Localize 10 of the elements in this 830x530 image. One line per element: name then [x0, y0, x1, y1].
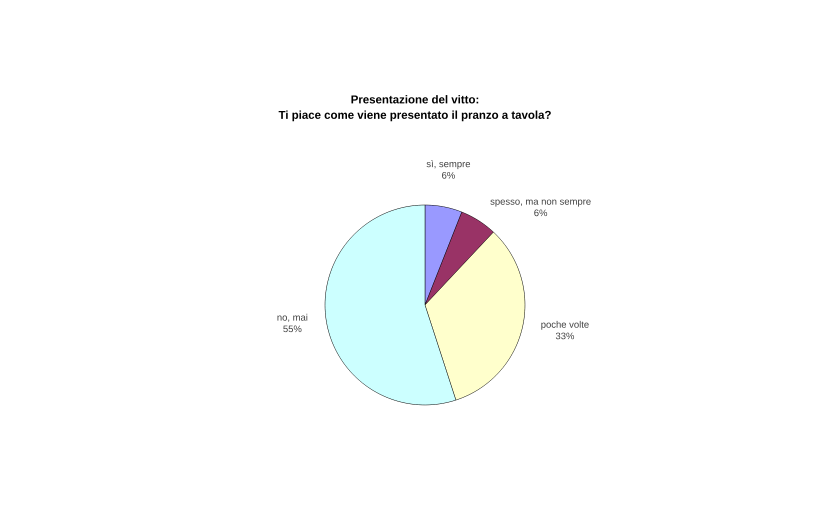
slice-label: poche volte [541, 320, 589, 330]
chart-subtitle: Ti piace come viene presentato il pranzo a tavola? [278, 110, 551, 122]
data-label: 55% [283, 326, 302, 332]
data-label: 6% [442, 172, 455, 179]
slice-label: no, mai [277, 314, 308, 322]
chart-title: Presentazione del vitto: [351, 95, 478, 104]
data-label: 33% [556, 332, 574, 340]
data-label: 6% [534, 210, 548, 216]
slice-label: spesso, ma non sempre [490, 200, 591, 207]
slice-label: sì, sempre [426, 160, 470, 170]
